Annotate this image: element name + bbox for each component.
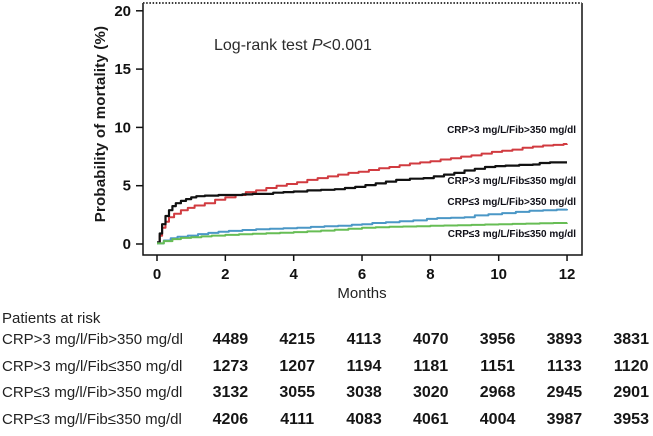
x-tick-label: 4 bbox=[290, 266, 299, 283]
km-chart-canvas: 0 5 10 15 20 0 2 4 6 8 10 12 Months bbox=[114, 2, 583, 302]
x-tick-label: 2 bbox=[221, 266, 229, 283]
curve-label-crp-low-fib-high: CRP≤3 mg/L/Fib>350 mg/dl bbox=[447, 197, 576, 208]
risk-table-row: CRP≤3 mg/l/Fib>350 mg/dl 3132 3055 3038 … bbox=[0, 384, 653, 402]
km-curve-0 bbox=[157, 143, 568, 244]
risk-count: 4070 bbox=[412, 331, 449, 348]
risk-count: 1133 bbox=[547, 358, 582, 375]
y-axis-title: Probability of mortality (%) bbox=[92, 25, 109, 223]
y-tick-label: 0 bbox=[123, 236, 131, 253]
risk-count: 4113 bbox=[346, 331, 382, 348]
risk-count: 4489 bbox=[212, 331, 249, 348]
risk-count: 1120 bbox=[613, 358, 649, 375]
risk-count: 3831 bbox=[613, 331, 649, 348]
risk-row-label: CRP>3 mg/l/Fib>350 mg/dl bbox=[2, 331, 183, 348]
risk-count: 2901 bbox=[613, 384, 649, 401]
risk-count: 3953 bbox=[613, 411, 649, 428]
risk-count: 4111 bbox=[280, 411, 315, 428]
y-tick-label: 15 bbox=[114, 61, 131, 78]
x-tick-label: 6 bbox=[358, 266, 366, 283]
risk-table-heading: Patients at risk bbox=[2, 310, 101, 327]
risk-table-row: CRP≤3 mg/l/Fib≤350 mg/dl 4206 4111 4083 … bbox=[0, 411, 653, 429]
annotation-suffix: <0.001 bbox=[322, 37, 372, 54]
y-tick-label: 5 bbox=[123, 178, 131, 195]
risk-count: 3020 bbox=[412, 384, 449, 401]
risk-count: 1181 bbox=[413, 358, 449, 375]
curve-label-crp-high-fib-low: CRP>3 mg/L/Fib≤350 mg/dl bbox=[447, 176, 576, 187]
annotation-pvalue-symbol: P bbox=[311, 37, 323, 54]
risk-count: 1194 bbox=[346, 358, 382, 375]
curve-label-crp-low-fib-low: CRP≤3 mg/L/Fib≤350 mg/dl bbox=[447, 229, 576, 240]
km-curve-1 bbox=[157, 161, 567, 244]
risk-count: 2968 bbox=[479, 384, 516, 401]
risk-count: 1207 bbox=[279, 358, 315, 375]
risk-row-label: CRP>3 mg/l/Fib≤350 mg/dl bbox=[2, 358, 183, 375]
y-tick-label: 20 bbox=[114, 3, 131, 20]
km-curve-2 bbox=[157, 208, 568, 245]
risk-count: 4215 bbox=[279, 331, 315, 348]
risk-count: 3132 bbox=[212, 384, 249, 401]
log-rank-annotation: Log-rank test P<0.001 bbox=[214, 37, 372, 55]
risk-count: 1151 bbox=[480, 358, 515, 375]
risk-count: 3956 bbox=[479, 331, 516, 348]
risk-count: 4083 bbox=[346, 411, 382, 428]
risk-count: 4061 bbox=[412, 411, 449, 428]
risk-row-label: CRP≤3 mg/l/Fib>350 mg/dl bbox=[2, 384, 183, 401]
risk-table-row: CRP>3 mg/l/Fib>350 mg/dl 4489 4215 4113 … bbox=[0, 331, 653, 349]
y-tick-label: 10 bbox=[114, 119, 131, 136]
annotation-prefix: Log-rank test bbox=[214, 37, 312, 54]
x-axis-title: Months bbox=[337, 285, 386, 302]
risk-count: 3893 bbox=[546, 331, 583, 348]
risk-count: 3038 bbox=[346, 384, 382, 401]
risk-count: 3055 bbox=[279, 384, 315, 401]
risk-count: 2945 bbox=[546, 384, 583, 401]
x-tick-label: 0 bbox=[153, 266, 161, 283]
km-curve-3 bbox=[157, 222, 568, 245]
risk-count: 1273 bbox=[212, 358, 249, 375]
x-tick-label: 10 bbox=[490, 266, 507, 283]
risk-row-label: CRP≤3 mg/l/Fib≤350 mg/dl bbox=[2, 411, 182, 428]
risk-table-row: CRP>3 mg/l/Fib≤350 mg/dl 1273 1207 1194 … bbox=[0, 358, 653, 376]
risk-count: 3987 bbox=[546, 411, 583, 428]
x-tick-label: 8 bbox=[426, 266, 434, 283]
x-tick-label: 12 bbox=[559, 266, 576, 283]
risk-count: 4206 bbox=[212, 411, 249, 428]
risk-count: 4004 bbox=[479, 411, 516, 428]
curve-label-crp-high-fib-high: CRP>3 mg/L/Fib>350 mg/dl bbox=[447, 125, 576, 136]
